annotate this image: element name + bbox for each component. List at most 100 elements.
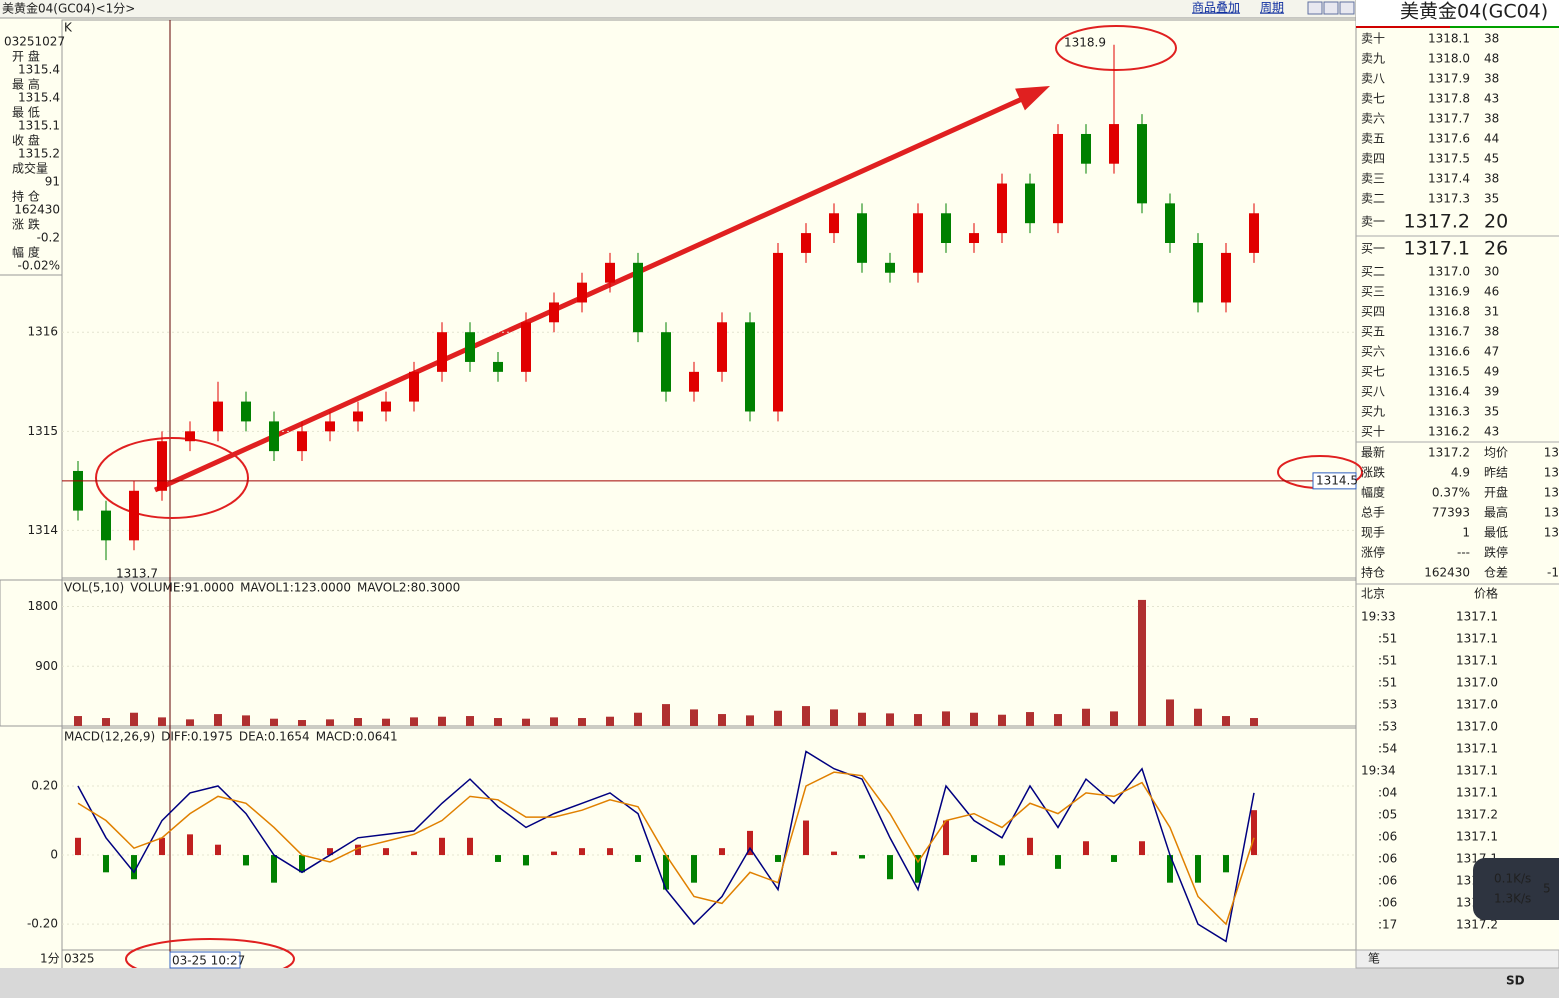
macd-bar [271, 855, 277, 883]
low-label: 1313.7 [116, 567, 158, 581]
macd-bar [215, 844, 221, 856]
ticks-header: 价格 [1474, 586, 1498, 601]
macd-bar [971, 855, 977, 862]
volume-bar [1166, 699, 1174, 726]
window-title: 美黄金04(GC04)<1分> [2, 1, 135, 16]
macd-bar [103, 855, 109, 873]
volume-bar [1054, 714, 1062, 726]
tick-time: :51 [1378, 654, 1397, 668]
book-label: 卖十 [1361, 32, 1385, 46]
macd-bar [803, 820, 809, 856]
candle-body [885, 262, 895, 273]
macd-bar [1027, 837, 1033, 856]
book-price: 1316.4 [1428, 385, 1470, 399]
candle-body [605, 262, 615, 283]
net-up: 0.1K/s [1494, 872, 1531, 886]
book-price: 1317.3 [1428, 192, 1470, 206]
stat-label: 最高 [1484, 505, 1508, 520]
candle-body [577, 282, 587, 303]
book-price: 1316.5 [1428, 365, 1470, 379]
candle-body [1193, 243, 1203, 303]
info-value: 1315.4 [18, 91, 60, 105]
volume-bar [998, 714, 1006, 726]
volume-bar [466, 716, 474, 726]
candle-body [829, 213, 839, 234]
book-price: 1317.5 [1428, 152, 1470, 166]
volume-bar [494, 718, 502, 726]
book-label: 卖九 [1361, 52, 1385, 66]
legend-entry: DEA:0.1654 [239, 730, 310, 744]
taskbar-logo: SD [1506, 974, 1525, 988]
volume-bar [942, 711, 950, 726]
candle-body [325, 421, 335, 432]
book-price: 1317.0 [1428, 265, 1470, 279]
volume-bar [326, 719, 334, 726]
stat-label: 现手 [1361, 526, 1385, 540]
net-widget [1473, 858, 1559, 920]
stat-value: 13 [1544, 486, 1559, 500]
macd-bar [999, 855, 1005, 866]
tick-price: 1317.0 [1456, 698, 1498, 712]
book-price: 1318.0 [1428, 52, 1470, 66]
info-label: 开 盘 [12, 49, 40, 64]
stat-label: 最新 [1361, 445, 1385, 460]
candle-body [689, 371, 699, 392]
header-link[interactable]: 周期 [1260, 1, 1284, 15]
macd-bar [411, 851, 417, 856]
tick-price: 1317.1 [1456, 742, 1498, 756]
book-qty: 44 [1484, 132, 1499, 146]
info-label: 最 高 [12, 77, 40, 92]
book-qty: 38 [1484, 72, 1499, 86]
net-down: 1.3K/s [1494, 892, 1531, 906]
info-value: 162430 [14, 203, 60, 217]
tick-time: :53 [1378, 720, 1397, 734]
reference-label: 1314.5 [1316, 473, 1358, 487]
highlight-ellipse [1055, 25, 1177, 71]
header-link[interactable]: 商品叠加 [1192, 0, 1240, 15]
volume-bar [270, 718, 278, 726]
candle-body [633, 262, 643, 333]
book-price: 1316.6 [1428, 345, 1470, 359]
macd-line [77, 771, 1255, 926]
stat-label: 幅度 [1361, 485, 1385, 500]
macd-bar [383, 848, 389, 856]
stat-value: 1317.2 [1428, 446, 1470, 460]
tick-time: :06 [1378, 852, 1397, 866]
stat-value: 13 [1544, 506, 1559, 520]
candle-body [465, 332, 475, 362]
ticks-header: 北京 [1361, 587, 1385, 601]
book-label: 买二 [1361, 265, 1385, 279]
book-price: 1317.8 [1428, 92, 1470, 106]
volume-bar [690, 709, 698, 726]
button-expand[interactable] [1339, 1, 1355, 15]
tick-price: 1317.1 [1456, 654, 1498, 668]
stat-label: 跌停 [1484, 545, 1508, 560]
macd-bar [495, 855, 501, 862]
button-left[interactable] [1307, 1, 1323, 15]
volume-bar [578, 718, 586, 726]
macd-bar [691, 855, 697, 883]
book-qty: 30 [1484, 265, 1499, 279]
panel-label: K [64, 21, 73, 35]
volume-bar [1250, 718, 1258, 726]
tick-time: :51 [1378, 676, 1397, 690]
volume-bar [242, 715, 250, 726]
candle-body [857, 213, 867, 263]
book-label: 卖四 [1361, 152, 1385, 166]
book-qty: 46 [1484, 285, 1499, 299]
volume-bar [970, 712, 978, 726]
candle-body [269, 421, 279, 452]
volume-bar [74, 716, 82, 726]
button-right[interactable] [1323, 1, 1339, 15]
legend-entry: VOLUME:91.0000 [130, 581, 234, 595]
tick-time: :54 [1378, 742, 1397, 756]
macd-line [77, 750, 1255, 943]
y-tick-label: 1315 [27, 424, 58, 438]
info-label: 涨 跌 [12, 217, 40, 232]
info-label: 幅 度 [12, 245, 40, 260]
macd-bar [355, 844, 361, 856]
book-price: 1316.9 [1428, 285, 1470, 299]
tick-price: 1317.1 [1456, 764, 1498, 778]
book-label: 买六 [1361, 345, 1385, 359]
